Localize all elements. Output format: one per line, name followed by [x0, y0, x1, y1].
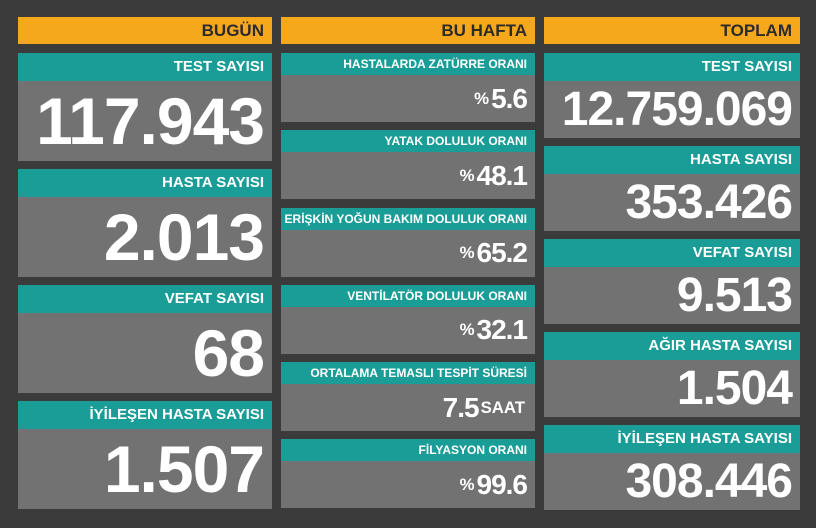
value-number: 1.507	[103, 432, 265, 506]
value-number: 353.426	[625, 176, 793, 230]
value-prefix: %	[474, 88, 490, 108]
column: BUGÜN TEST SAYISI 117.943 HASTA SAYISI 2.013…	[18, 17, 272, 517]
value-prefix: %	[459, 474, 475, 494]
value-number: 1.504	[676, 362, 793, 416]
stat-label: HASTA SAYISI	[544, 146, 800, 175]
stat-label: TEST SAYISI	[18, 53, 272, 81]
value-number: 99.6	[476, 468, 528, 500]
value-unit: SAAT	[480, 397, 525, 417]
stat-label: ERİŞKİN YOĞUN BAKIM DOLULUK ORANI	[281, 207, 535, 230]
stat-label: HASTA SAYISI	[18, 169, 272, 197]
stat-card: ERİŞKİN YOĞUN BAKIM DOLULUK ORANI% 65.2	[281, 207, 535, 277]
stat-label: ORTALAMA TEMASLI TESPİT SÜRESİ	[281, 362, 535, 385]
stat-value: % 65.2	[281, 229, 535, 277]
stat-value: 7.5 SAAT	[281, 384, 535, 432]
stat-value: 12.759.069	[544, 81, 800, 138]
value-number: 65.2	[476, 237, 528, 269]
column: BU HAFTA HASTALARDA ZATÜRRE ORANI% 5.6 YATA…	[281, 17, 535, 517]
value-number: 12.759.069	[561, 83, 793, 136]
stat-card: FİLYASYON ORANI% 99.6	[281, 439, 535, 509]
stat-card: AĞIR HASTA SAYISI 1.504	[544, 332, 800, 418]
value-number: 5.6	[491, 82, 528, 114]
stat-card: HASTALARDA ZATÜRRE ORANI% 5.6	[281, 53, 535, 122]
value-prefix: %	[459, 243, 475, 263]
stat-value: 1.504	[544, 360, 800, 418]
stat-card: İYİLEŞEN HASTA SAYISI 308.446	[544, 425, 800, 511]
stat-value: 308.446	[544, 453, 800, 511]
value-prefix: %	[459, 165, 475, 185]
stat-label: FİLYASYON ORANI	[281, 439, 535, 462]
value-number: 2.013	[103, 200, 265, 274]
stat-card: HASTA SAYISI 353.426	[544, 146, 800, 232]
stat-card: YATAK DOLULUK ORANI% 48.1	[281, 130, 535, 200]
stat-value: % 32.1	[281, 306, 535, 354]
stat-value: 353.426	[544, 174, 800, 232]
stat-value: % 99.6	[281, 461, 535, 509]
stat-value: 1.507	[18, 429, 272, 509]
stat-value: 2.013	[18, 197, 272, 277]
stat-label: YATAK DOLULUK ORANI	[281, 130, 535, 153]
stat-card: İYİLEŞEN HASTA SAYISI 1.507	[18, 401, 272, 509]
stat-value: % 48.1	[281, 152, 535, 200]
stat-label: TEST SAYISI	[544, 53, 800, 81]
value-number: 32.1	[476, 314, 528, 346]
column: TOPLAM TEST SAYISI 12.759.069 HASTA SAYISI 3…	[544, 17, 800, 518]
column-header: BU HAFTA	[281, 17, 535, 44]
stat-card: VENTİLATÖR DOLULUK ORANI% 32.1	[281, 284, 535, 354]
stat-value: 68	[18, 313, 272, 393]
stat-value: % 5.6	[281, 75, 535, 122]
stat-card: HASTA SAYISI 2.013	[18, 169, 272, 277]
stat-label: VENTİLATÖR DOLULUK ORANI	[281, 284, 535, 307]
stat-card: VEFAT SAYISI 9.513	[544, 239, 800, 325]
stat-label: HASTALARDA ZATÜRRE ORANI	[281, 53, 535, 75]
value-number: 48.1	[476, 159, 528, 191]
stat-card: TEST SAYISI 12.759.069	[544, 53, 800, 138]
stat-label: AĞIR HASTA SAYISI	[544, 332, 800, 361]
stat-card: TEST SAYISI 117.943	[18, 53, 272, 161]
column-header: TOPLAM	[544, 17, 800, 44]
stat-value: 9.513	[544, 267, 800, 325]
value-number: 308.446	[625, 455, 793, 509]
stat-card: ORTALAMA TEMASLI TESPİT SÜRESİ 7.5 SAAT	[281, 362, 535, 432]
stat-card: VEFAT SAYISI 68	[18, 285, 272, 393]
value-number: 117.943	[36, 84, 265, 158]
stat-label: VEFAT SAYISI	[544, 239, 800, 268]
stat-label: İYİLEŞEN HASTA SAYISI	[18, 401, 272, 429]
column-header: BUGÜN	[18, 17, 272, 44]
stat-label: VEFAT SAYISI	[18, 285, 272, 313]
value-prefix: %	[459, 320, 475, 340]
value-number: 7.5	[442, 391, 480, 423]
stat-value: 117.943	[18, 81, 272, 161]
value-number: 68	[192, 316, 265, 390]
stat-label: İYİLEŞEN HASTA SAYISI	[544, 425, 800, 454]
value-number: 9.513	[676, 269, 793, 323]
